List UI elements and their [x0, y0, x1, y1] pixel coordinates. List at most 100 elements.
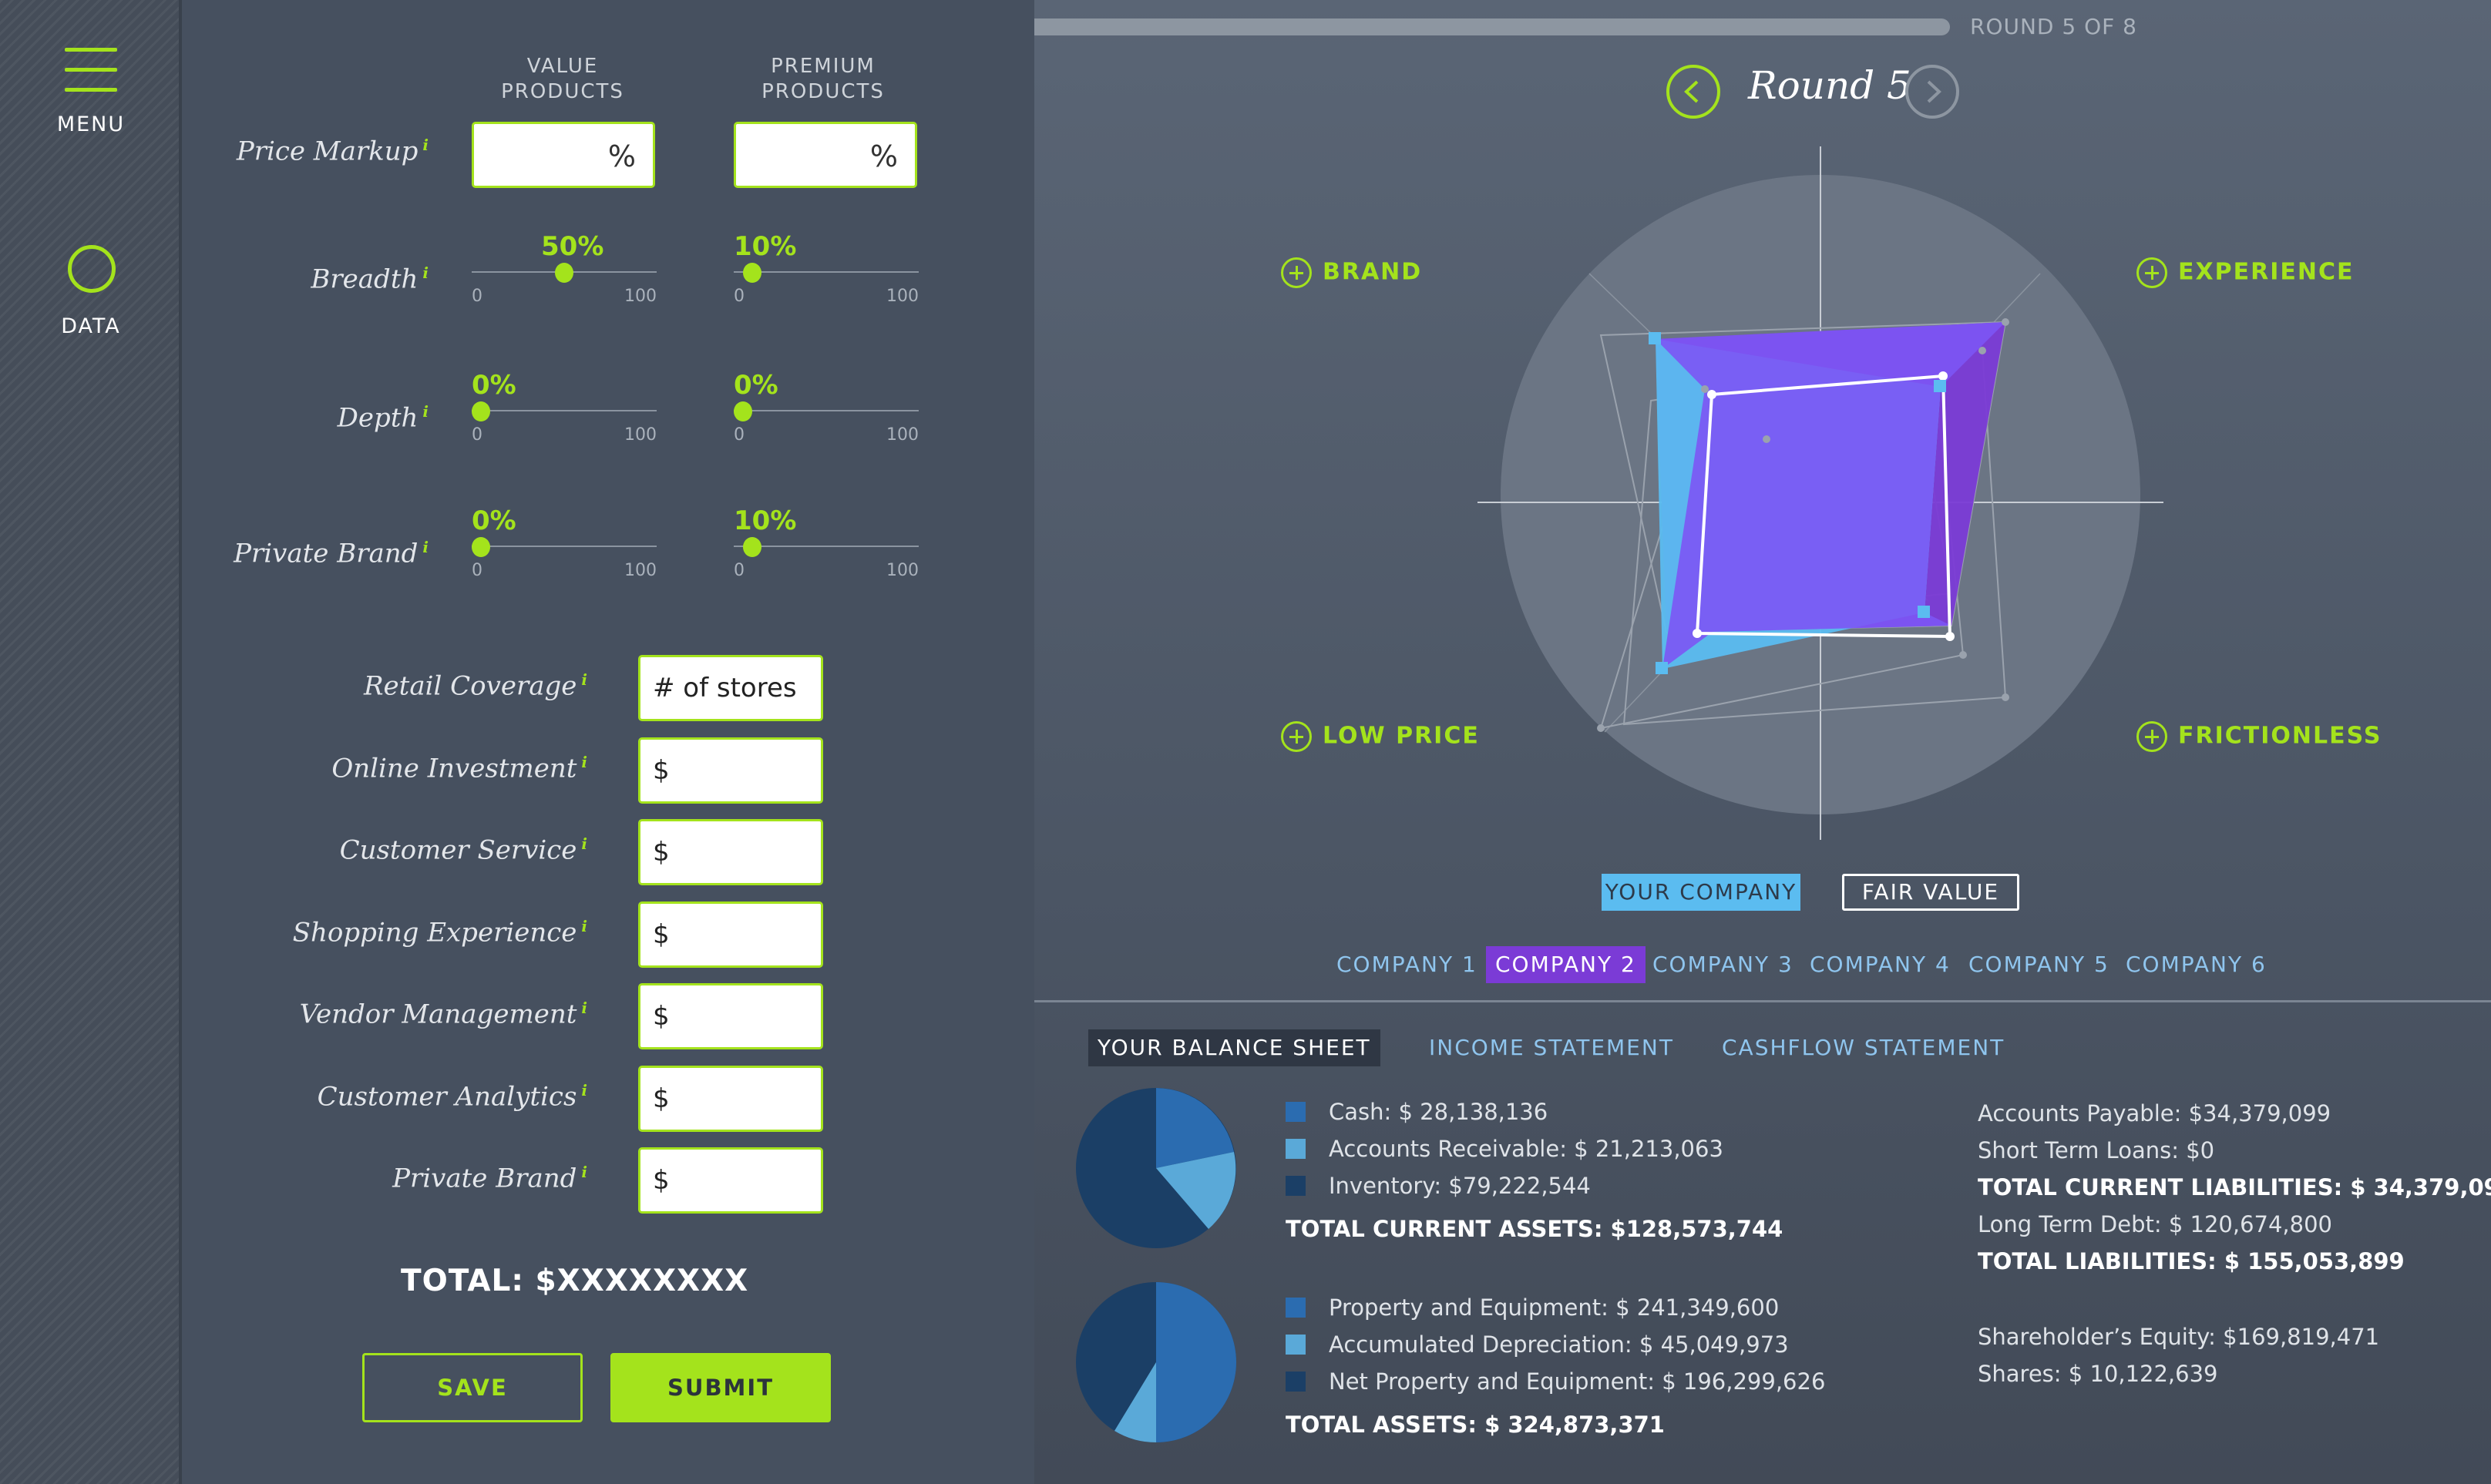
chevron-left-icon: [1684, 80, 1699, 103]
chevron-right-icon: [1927, 80, 1941, 103]
value-slider[interactable]: 0% 0 100: [472, 370, 657, 445]
info-icon[interactable]: i: [422, 264, 429, 282]
premium-slider[interactable]: 10% 0 100: [734, 505, 919, 580]
slider-min: 0: [734, 287, 745, 306]
data-circle-icon[interactable]: [68, 245, 116, 293]
slider-track[interactable]: [472, 410, 657, 411]
plus-circle-icon[interactable]: [2136, 721, 2167, 752]
slider-track[interactable]: [734, 546, 919, 547]
slider-track[interactable]: [734, 271, 919, 273]
pie-slice-cash: [1156, 1088, 1234, 1168]
next-round-button[interactable]: [1905, 65, 1959, 119]
info-icon[interactable]: i: [581, 1163, 587, 1181]
info-icon[interactable]: i: [581, 916, 587, 935]
round-progress-label: ROUND 5 OF 8: [1970, 14, 2137, 39]
data-label[interactable]: DATA: [61, 314, 121, 338]
slider-track[interactable]: [472, 546, 657, 547]
info-icon[interactable]: i: [581, 1080, 587, 1100]
investment-label: Vendor Management i: [299, 999, 587, 1030]
plus-circle-icon[interactable]: [1281, 257, 1312, 288]
slider-handle[interactable]: [734, 401, 752, 421]
premium-slider[interactable]: 0% 0 100: [734, 370, 919, 445]
axis-frictionless[interactable]: FRICTIONLESS: [2136, 721, 2382, 752]
plus-circle-icon[interactable]: [2136, 257, 2167, 288]
round-progress-bar: [1034, 18, 1950, 35]
info-icon[interactable]: i: [422, 538, 429, 556]
company-tab-5[interactable]: COMPANY 5: [1968, 952, 2109, 977]
company-tab-4[interactable]: COMPANY 4: [1810, 952, 1951, 977]
slider-min: 0: [472, 561, 482, 580]
tab-income-statement[interactable]: INCOME STATEMENT: [1429, 1035, 1674, 1060]
tab-balance-sheet[interactable]: YOUR BALANCE SHEET: [1088, 1029, 1380, 1066]
value-slider[interactable]: 50% 0 100: [472, 231, 657, 306]
value-slider[interactable]: 0% 0 100: [472, 505, 657, 580]
legend-swatch: [1286, 1176, 1306, 1196]
menu-label[interactable]: MENU: [56, 112, 126, 136]
asset-line: Inventory: $79,222,544: [1329, 1173, 1591, 1199]
hamburger-menu-icon[interactable]: [65, 48, 117, 94]
legend-swatch: [1286, 1102, 1306, 1122]
pie-slice-property: [1156, 1282, 1236, 1442]
your-company-point: [1918, 606, 1930, 618]
overlap-area: [1656, 322, 2005, 669]
investment-input[interactable]: $: [638, 737, 823, 804]
investment-input[interactable]: $: [638, 983, 823, 1049]
slider-label: Depth i: [337, 402, 429, 434]
save-button[interactable]: SAVE: [362, 1353, 583, 1422]
asset-line: Net Property and Equipment: $ 196,299,62…: [1329, 1368, 1826, 1395]
liability-total: TOTAL CURRENT LIABILITIES: $ 34,379,099: [1978, 1174, 2491, 1200]
info-icon[interactable]: i: [581, 670, 587, 689]
fair-value-point: [1707, 390, 1716, 399]
info-icon[interactable]: i: [581, 834, 587, 853]
your-company-point: [1649, 332, 1661, 344]
slider-track[interactable]: [734, 410, 919, 411]
liability-line: Shareholder’s Equity: $169,819,471: [1978, 1324, 2380, 1350]
slider-min: 0: [472, 425, 482, 445]
company-tab-2[interactable]: COMPANY 2: [1486, 946, 1646, 983]
investment-input[interactable]: $: [638, 819, 823, 885]
slider-min: 0: [734, 425, 745, 445]
slider-label: Breadth i: [311, 264, 429, 295]
axis-low-price[interactable]: LOW PRICE: [1281, 721, 1480, 752]
submit-button[interactable]: SUBMIT: [610, 1353, 831, 1422]
slider-max: 100: [886, 287, 919, 306]
plus-circle-icon[interactable]: [1281, 721, 1312, 752]
info-icon[interactable]: i: [422, 402, 429, 421]
investment-input[interactable]: # of stores: [638, 655, 823, 721]
slider-max: 100: [886, 425, 919, 445]
info-icon[interactable]: i: [422, 136, 429, 154]
slider-handle[interactable]: [555, 263, 573, 283]
slider-value: 0%: [472, 505, 516, 536]
slider-max: 100: [886, 561, 919, 580]
slider-max: 100: [624, 425, 657, 445]
legend-your-company[interactable]: YOUR COMPANY: [1602, 874, 1800, 911]
company-tab-6[interactable]: COMPANY 6: [2126, 952, 2267, 977]
slider-handle[interactable]: [472, 401, 490, 421]
premium-price-markup-input[interactable]: %: [734, 122, 917, 188]
company-point: [1978, 347, 1986, 354]
company-tab-3[interactable]: COMPANY 3: [1652, 952, 1793, 977]
investment-input[interactable]: $: [638, 1147, 823, 1214]
axis-experience[interactable]: EXPERIENCE: [2136, 257, 2354, 288]
investment-label: Online Investment i: [331, 752, 587, 784]
slider-handle[interactable]: [743, 537, 761, 557]
slider-value: 50%: [541, 231, 604, 262]
company-tab-1[interactable]: COMPANY 1: [1336, 952, 1477, 977]
fair-value-point: [1693, 629, 1702, 638]
slider-value: 0%: [472, 370, 516, 401]
value-price-markup-input[interactable]: %: [472, 122, 655, 188]
premium-slider[interactable]: 10% 0 100: [734, 231, 919, 306]
legend-fair-value[interactable]: FAIR VALUE: [1842, 874, 2019, 911]
investment-input[interactable]: $: [638, 901, 823, 968]
slider-handle[interactable]: [743, 263, 761, 283]
info-icon[interactable]: i: [581, 999, 587, 1017]
info-icon[interactable]: i: [581, 752, 587, 771]
previous-round-button[interactable]: [1666, 65, 1720, 119]
slider-min: 0: [472, 287, 482, 306]
liability-total: TOTAL LIABILITIES: $ 155,053,899: [1978, 1248, 2405, 1274]
investment-input[interactable]: $: [638, 1065, 823, 1132]
axis-brand[interactable]: BRAND: [1281, 257, 1422, 288]
tab-cashflow-statement[interactable]: CASHFLOW STATEMENT: [1722, 1035, 2005, 1060]
slider-handle[interactable]: [472, 537, 490, 557]
slider-max: 100: [624, 287, 657, 306]
